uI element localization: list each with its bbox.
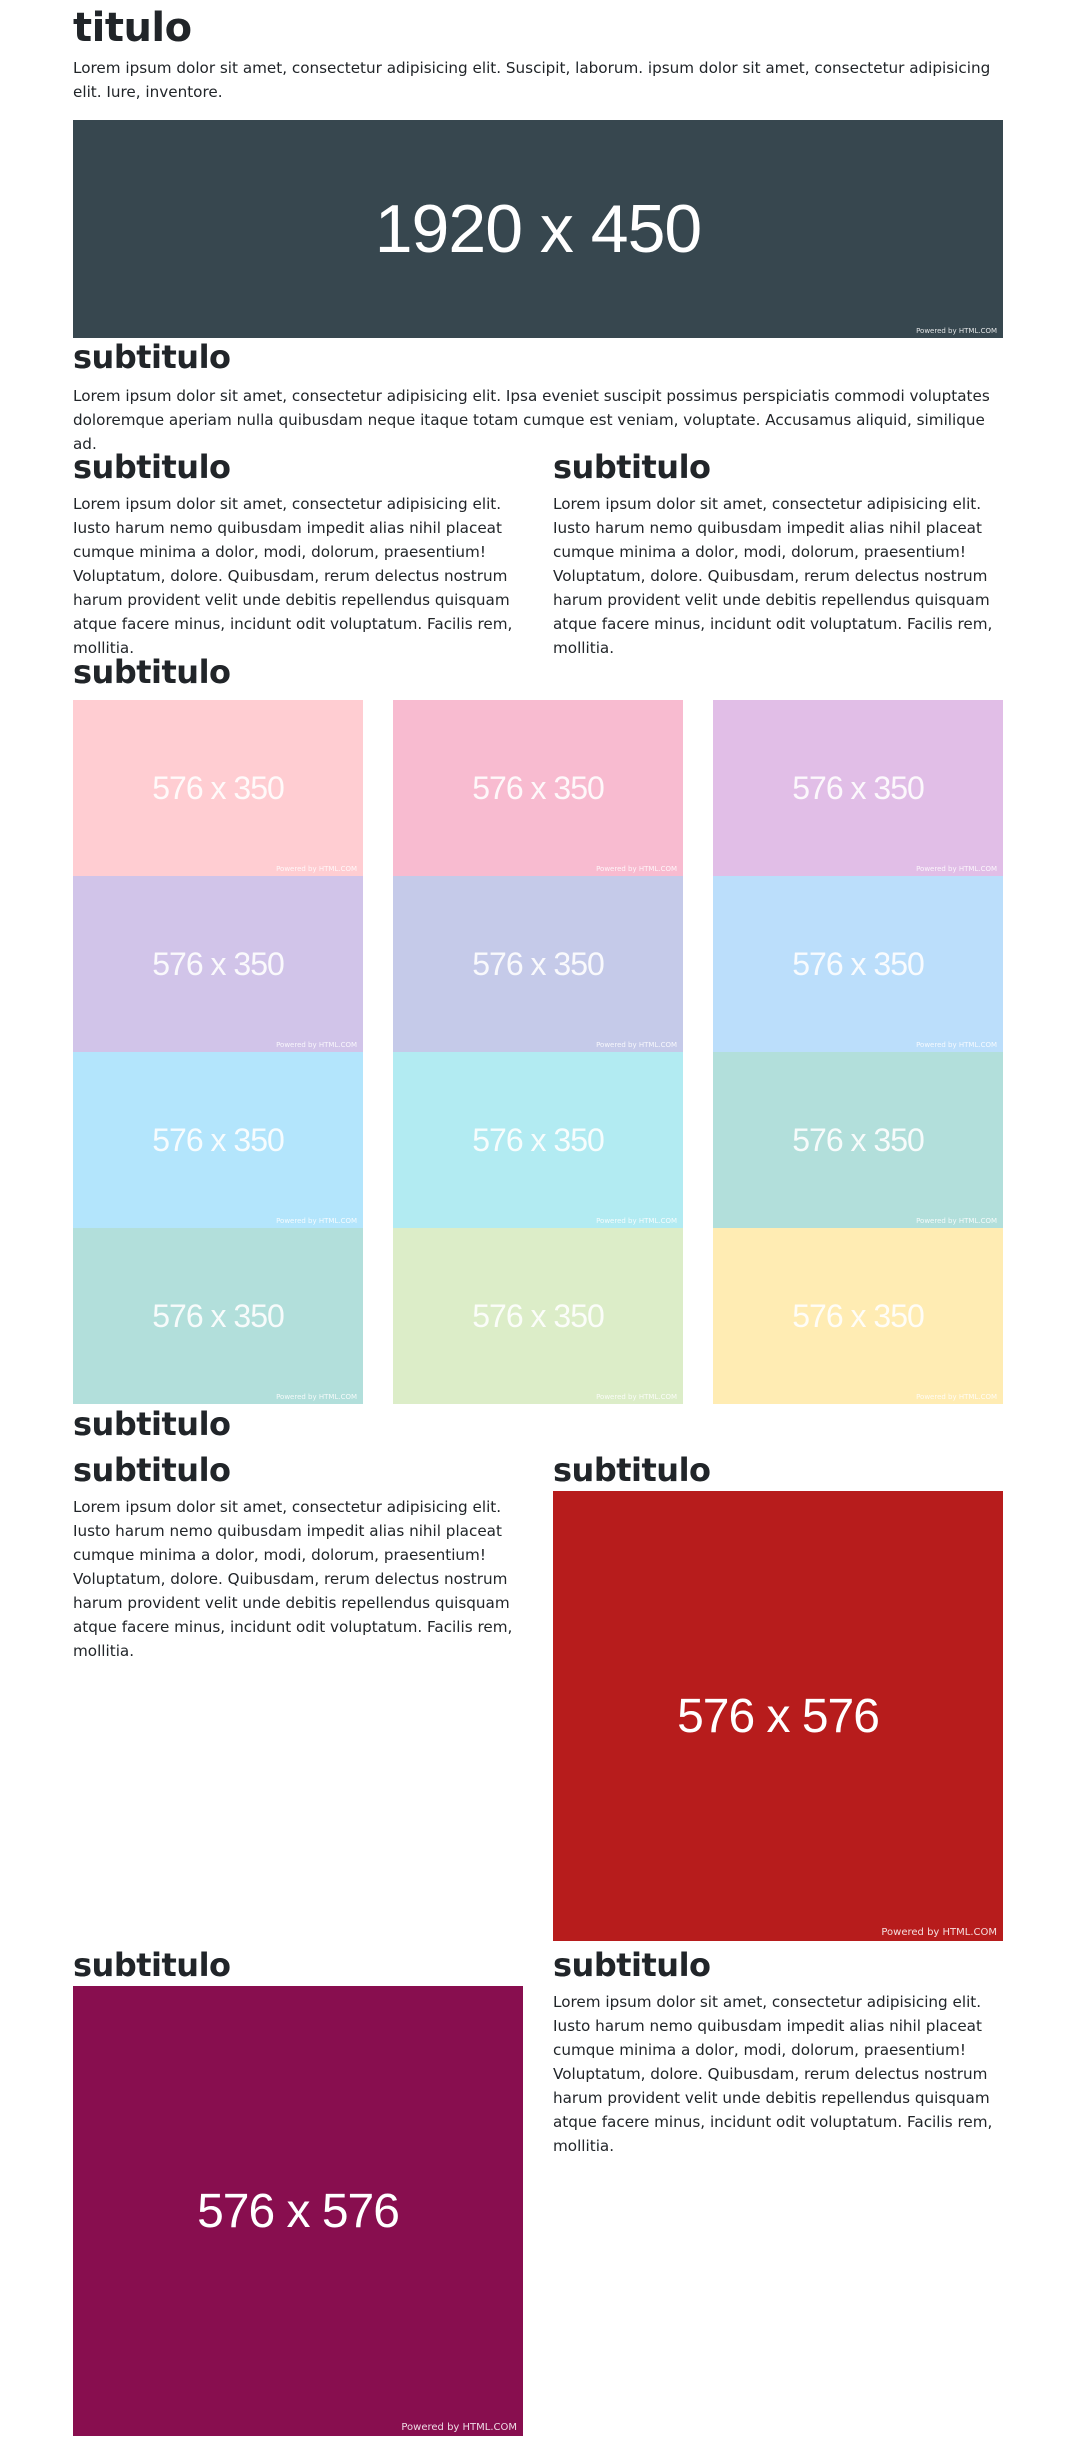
gallery-tile-dimension-label: 576 x 350 xyxy=(472,945,605,982)
section-a-text: Lorem ipsum dolor sit amet, consectetur … xyxy=(73,387,990,453)
media-row-2-dimension-label: 576 x 576 xyxy=(197,2184,400,2238)
banner-placeholder-image: 1920 x 450 Powered by HTML.COM xyxy=(73,120,1003,338)
gallery-grid: 576 x 350 Powered by HTML.COM 576 x 350 Pow… xyxy=(73,700,1003,1404)
gallery-tile-powered-label: Powered by HTML.COM xyxy=(596,1041,677,1049)
gallery-tile-powered-label: Powered by HTML.COM xyxy=(596,1217,677,1225)
gallery-tile-powered-label: Powered by HTML.COM xyxy=(916,1393,997,1401)
column-left-title: subtitulo xyxy=(73,448,231,486)
gallery-tile-powered-label: Powered by HTML.COM xyxy=(916,1217,997,1225)
gallery-tile-image: 576 x 350 Powered by HTML.COM xyxy=(393,700,683,876)
banner-dimension-label: 1920 x 450 xyxy=(374,191,703,267)
media-row-2-image-column: subtitulo 576 x 576 Powered by HTML.COM xyxy=(73,1946,523,2437)
column-right: subtitulo Lorem ipsum dolor sit amet, co… xyxy=(553,448,1003,660)
media-row-1-placeholder-image: 576 x 576 Powered by HTML.COM xyxy=(553,1491,1003,1942)
column-left: subtitulo Lorem ipsum dolor sit amet, co… xyxy=(73,448,523,660)
media-row-1-text-column: subtitulo Lorem ipsum dolor sit amet, co… xyxy=(73,1451,523,1941)
gallery-tile-image: 576 x 350 Powered by HTML.COM xyxy=(73,876,363,1052)
gallery-column: 576 x 350 Powered by HTML.COM 576 x 350 Pow… xyxy=(73,700,363,1404)
media-row-1-dimension-label: 576 x 576 xyxy=(677,1689,880,1743)
gallery-tile-powered-label: Powered by HTML.COM xyxy=(276,865,357,873)
media-row-1-powered-label: Powered by HTML.COM xyxy=(881,1927,997,1939)
gallery-tile-image: 576 x 350 Powered by HTML.COM xyxy=(393,1228,683,1404)
gallery-tile-dimension-label: 576 x 350 xyxy=(472,1297,605,1334)
gallery-tile-image: 576 x 350 Powered by HTML.COM xyxy=(73,1052,363,1228)
gallery-tile-dimension-label: 576 x 350 xyxy=(472,769,605,806)
media-row-2: subtitulo 576 x 576 Powered by HTML.COM … xyxy=(73,1946,1003,2437)
section-b-title: subtitulo xyxy=(73,1405,231,1443)
gallery-tile-image: 576 x 350 Powered by HTML.COM xyxy=(713,1228,1003,1404)
gallery-tile-image: 576 x 350 Powered by HTML.COM xyxy=(713,1052,1003,1228)
media-row-1-left-title: subtitulo xyxy=(73,1451,231,1489)
gallery-tile-image: 576 x 350 Powered by HTML.COM xyxy=(73,1228,363,1404)
gallery-tile-powered-label: Powered by HTML.COM xyxy=(276,1217,357,1225)
media-row-2-powered-label: Powered by HTML.COM xyxy=(401,2422,517,2434)
gallery-tile-dimension-label: 576 x 350 xyxy=(792,945,925,982)
gallery-tile-powered-label: Powered by HTML.COM xyxy=(596,865,677,873)
gallery-tile-dimension-label: 576 x 350 xyxy=(152,945,285,982)
media-row-1-image-column: subtitulo 576 x 576 Powered by HTML.COM xyxy=(553,1451,1003,1942)
media-row-2-right-text: Lorem ipsum dolor sit amet, consectetur … xyxy=(553,1993,993,2156)
gallery-tile-powered-label: Powered by HTML.COM xyxy=(916,865,997,873)
media-row-2-placeholder-image: 576 x 576 Powered by HTML.COM xyxy=(73,1986,523,2437)
gallery-column: 576 x 350 Powered by HTML.COM 576 x 350 Pow… xyxy=(393,700,683,1404)
gallery-title: subtitulo xyxy=(73,653,231,691)
gallery-tile-dimension-label: 576 x 350 xyxy=(472,1121,605,1158)
gallery-tile-dimension-label: 576 x 350 xyxy=(152,1297,285,1334)
section-a-title: subtitulo xyxy=(73,338,231,376)
gallery-tile-dimension-label: 576 x 350 xyxy=(152,1121,285,1158)
gallery-tile-dimension-label: 576 x 350 xyxy=(792,1121,925,1158)
gallery-tile-image: 576 x 350 Powered by HTML.COM xyxy=(393,1052,683,1228)
gallery-column: 576 x 350 Powered by HTML.COM 576 x 350 Pow… xyxy=(713,700,1003,1404)
banner-powered-label: Powered by HTML.COM xyxy=(916,327,997,335)
gallery-tile-dimension-label: 576 x 350 xyxy=(792,1297,925,1334)
gallery-tile-image: 576 x 350 Powered by HTML.COM xyxy=(73,700,363,876)
gallery-tile-powered-label: Powered by HTML.COM xyxy=(916,1041,997,1049)
intro-text: Lorem ipsum dolor sit amet, consectetur … xyxy=(73,59,991,101)
gallery-tile-powered-label: Powered by HTML.COM xyxy=(276,1041,357,1049)
media-row-1: subtitulo Lorem ipsum dolor sit amet, co… xyxy=(73,1451,1003,1942)
column-right-text: Lorem ipsum dolor sit amet, consectetur … xyxy=(553,495,993,658)
two-column-row: subtitulo Lorem ipsum dolor sit amet, co… xyxy=(73,448,1003,660)
media-row-2-left-title: subtitulo xyxy=(73,1946,231,1984)
gallery-tile-dimension-label: 576 x 350 xyxy=(792,769,925,806)
gallery-tile-powered-label: Powered by HTML.COM xyxy=(276,1393,357,1401)
gallery-tile-powered-label: Powered by HTML.COM xyxy=(596,1393,677,1401)
media-row-2-text-column: subtitulo Lorem ipsum dolor sit amet, co… xyxy=(553,1946,1003,2436)
media-row-1-right-title: subtitulo xyxy=(553,1451,711,1489)
media-row-1-left-text: Lorem ipsum dolor sit amet, consectetur … xyxy=(73,1498,513,1661)
gallery-tile-image: 576 x 350 Powered by HTML.COM xyxy=(393,876,683,1052)
media-row-2-right-title: subtitulo xyxy=(553,1946,711,1984)
gallery-tile-image: 576 x 350 Powered by HTML.COM xyxy=(713,876,1003,1052)
column-right-title: subtitulo xyxy=(553,448,711,486)
page-title: titulo xyxy=(73,5,192,51)
column-left-text: Lorem ipsum dolor sit amet, consectetur … xyxy=(73,495,513,658)
gallery-tile-dimension-label: 576 x 350 xyxy=(152,769,285,806)
gallery-tile-image: 576 x 350 Powered by HTML.COM xyxy=(713,700,1003,876)
